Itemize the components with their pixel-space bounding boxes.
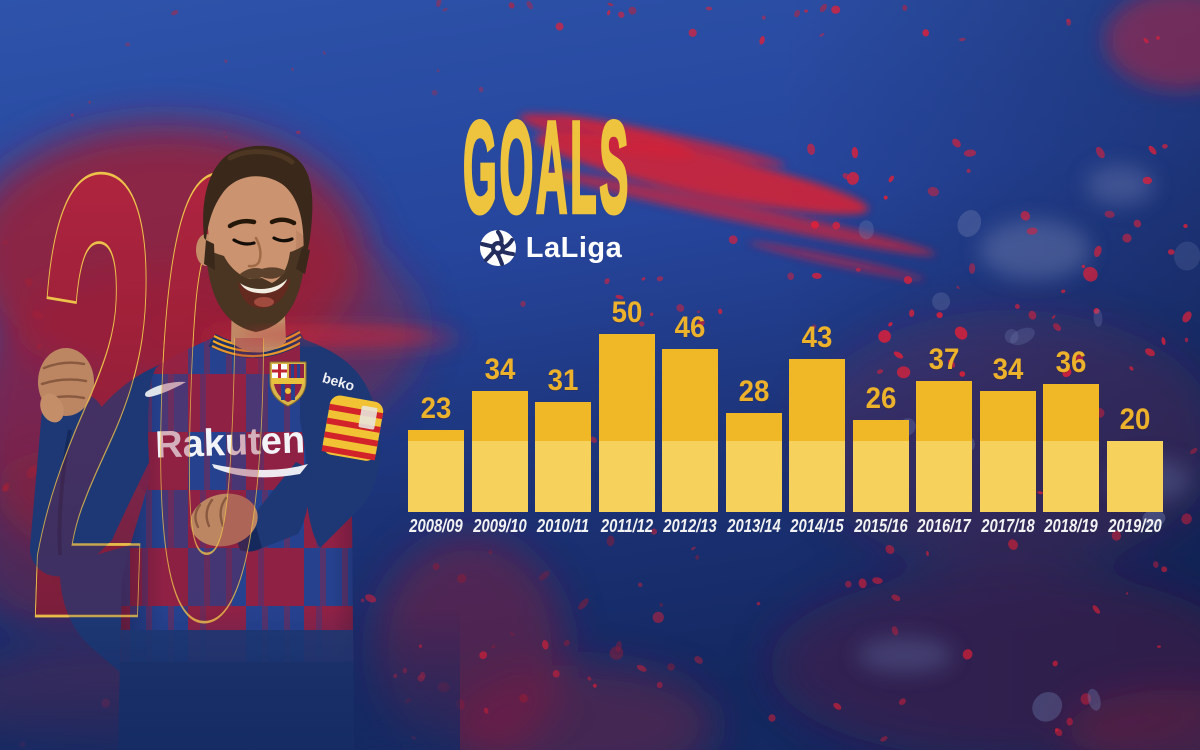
value-label-2010-11: 31 (547, 364, 579, 397)
club-crest (269, 361, 307, 407)
season-label-2014-15: 2014/15 (790, 516, 844, 536)
bar-2013-14 (725, 413, 782, 512)
bottom-fade (0, 610, 460, 750)
goals-title: GOALS (461, 112, 631, 227)
shirt-sponsor: Rakuten (154, 419, 305, 466)
value-label-2009-10: 34 (484, 353, 515, 386)
season-label-2018-19: 2018/19 (1044, 516, 1098, 536)
value-label-2017-18: 34 (992, 353, 1023, 386)
big-number-front: 20 (24, 42, 283, 750)
season-label-2009-10: 2009/10 (472, 516, 527, 536)
season-label-2011-12: 2011/12 (600, 516, 653, 536)
bar-2010-11 (535, 402, 591, 512)
bar-2016-17 (916, 381, 972, 512)
value-label-2008-09: 23 (420, 392, 452, 425)
bar-2017-18 (979, 391, 1036, 512)
svg-text:GOALS: GOALS (463, 112, 631, 227)
player-illustration: beko (0, 145, 460, 750)
bar-2014-15 (789, 359, 845, 512)
nike-swoosh-icon (145, 381, 186, 397)
value-label-2012-13: 46 (674, 311, 706, 344)
season-label-2017-18: 2017/18 (980, 516, 1035, 536)
bar-2009-10 (471, 391, 528, 512)
value-label-2011-12: 50 (611, 296, 642, 329)
bar-2018-19 (1043, 384, 1099, 512)
value-label-2015-16: 26 (865, 382, 896, 415)
bar-2019-20 (1106, 441, 1163, 512)
value-label-2019-20: 20 (1119, 403, 1150, 436)
laliga-wordmark: LaLiga (525, 231, 623, 264)
value-label-2013-14: 28 (738, 375, 769, 408)
sponsor-underline (212, 464, 308, 478)
season-label-2010-11: 2010/11 (536, 516, 590, 536)
season-label-2012-13: 2012/13 (663, 516, 717, 536)
captain-armband (321, 395, 384, 461)
season-label-2015-16: 2015/16 (853, 516, 908, 536)
season-label-2016-17: 2016/17 (917, 516, 971, 536)
bar-2008-09 (408, 430, 464, 512)
bar-2011-12 (598, 334, 655, 512)
player-lower-fist (190, 493, 258, 547)
laliga-icon (479, 230, 516, 266)
bar-2012-13 (662, 349, 718, 512)
value-label-2014-15: 43 (801, 321, 833, 354)
laliga-logo: LaLiga (455, 224, 645, 272)
season-label-2008-09: 2008/09 (409, 516, 463, 536)
value-label-2018-19: 36 (1055, 346, 1087, 379)
season-label-2019-20: 2019/20 (1107, 516, 1162, 536)
player-right-arm: beko (234, 338, 384, 552)
player-raised-fist (38, 348, 94, 423)
season-label-2013-14: 2013/14 (726, 516, 781, 536)
value-label-2016-17: 37 (928, 343, 960, 376)
bar-2015-16 (852, 420, 909, 512)
